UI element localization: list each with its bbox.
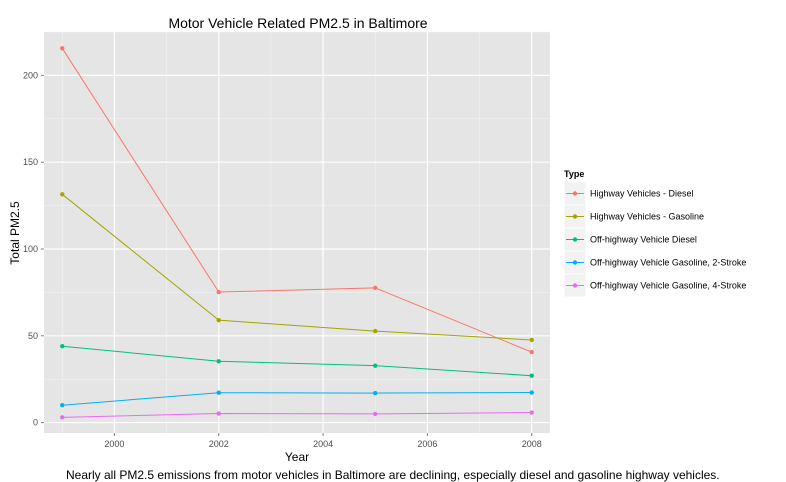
data-point (216, 390, 221, 395)
data-point (216, 317, 221, 323)
legend-label: Highway Vehicles - Diesel (590, 189, 694, 199)
y-axis-title: Total PM2.5 (8, 201, 22, 265)
x-tick-label: 2008 (522, 439, 542, 449)
series-line (62, 392, 532, 406)
data-point (60, 192, 65, 197)
x-axis-title: Year (285, 450, 309, 464)
data-point (60, 403, 65, 408)
x-tick-label: 2000 (104, 439, 124, 449)
series-line (61, 48, 532, 353)
y-axis-ticks: 0 50 100 150 200 (23, 70, 44, 428)
data-point (216, 359, 221, 364)
grid-minor (44, 31, 550, 433)
legend-items: Highway Vehicles - Diesel Highway Vehicle… (563, 181, 746, 298)
plot-panel (44, 32, 550, 433)
legend-key-point (572, 283, 578, 288)
series-lines (61, 48, 532, 418)
data-point (60, 415, 65, 420)
legend-label: Off-highway Vehicle Gasoline, 4-Stroke (590, 281, 746, 291)
legend-label: Off-highway Vehicle Gasoline, 2-Stroke (590, 258, 746, 268)
legend-title: Type (564, 169, 584, 179)
legend-label: Off-highway Vehicle Diesel (590, 235, 697, 245)
data-point (373, 285, 378, 291)
legend-key-point (572, 191, 578, 196)
legend-key-point (572, 260, 578, 265)
legend-item: Highway Vehicles - Diesel (563, 181, 694, 206)
series-line (62, 412, 532, 418)
y-tick-label: 200 (23, 70, 38, 80)
legend-key-point (572, 237, 578, 242)
legend-key-point (572, 214, 578, 219)
series-points (60, 46, 534, 420)
data-point (529, 373, 534, 378)
data-point (529, 410, 534, 415)
series-line (61, 193, 532, 341)
data-point (216, 411, 221, 416)
x-tick-label: 2006 (417, 439, 437, 449)
data-point (529, 349, 534, 355)
data-point (373, 328, 378, 334)
data-point (60, 344, 65, 349)
chart-title: Motor Vehicle Related PM2.5 in Baltimore (168, 15, 427, 31)
y-tick-label: 0 (33, 418, 38, 428)
data-point (216, 289, 221, 295)
legend-item: Off-highway Vehicle Gasoline, 2-Stroke (563, 250, 746, 275)
data-point (60, 46, 65, 51)
y-tick-label: 50 (28, 331, 38, 341)
legend-label: Highway Vehicles - Gasoline (590, 212, 704, 222)
x-axis-ticks: 2000 2002 2004 2006 2008 (104, 433, 542, 449)
legend-item: Highway Vehicles - Gasoline (563, 204, 704, 229)
data-point (373, 363, 378, 368)
legend-item: Off-highway Vehicle Gasoline, 4-Stroke (563, 273, 746, 298)
legend-item: Off-highway Vehicle Diesel (563, 227, 697, 252)
x-tick-label: 2004 (313, 439, 333, 449)
series-line (62, 345, 532, 377)
caption: Nearly all PM2.5 emissions from motor ve… (66, 468, 720, 482)
data-point (529, 390, 534, 395)
grid-major (44, 32, 550, 433)
data-point (373, 390, 378, 396)
y-tick-label: 150 (23, 157, 38, 167)
data-point (373, 411, 378, 417)
data-point (529, 337, 534, 343)
x-tick-label: 2002 (209, 439, 229, 449)
y-tick-label: 100 (23, 244, 38, 254)
